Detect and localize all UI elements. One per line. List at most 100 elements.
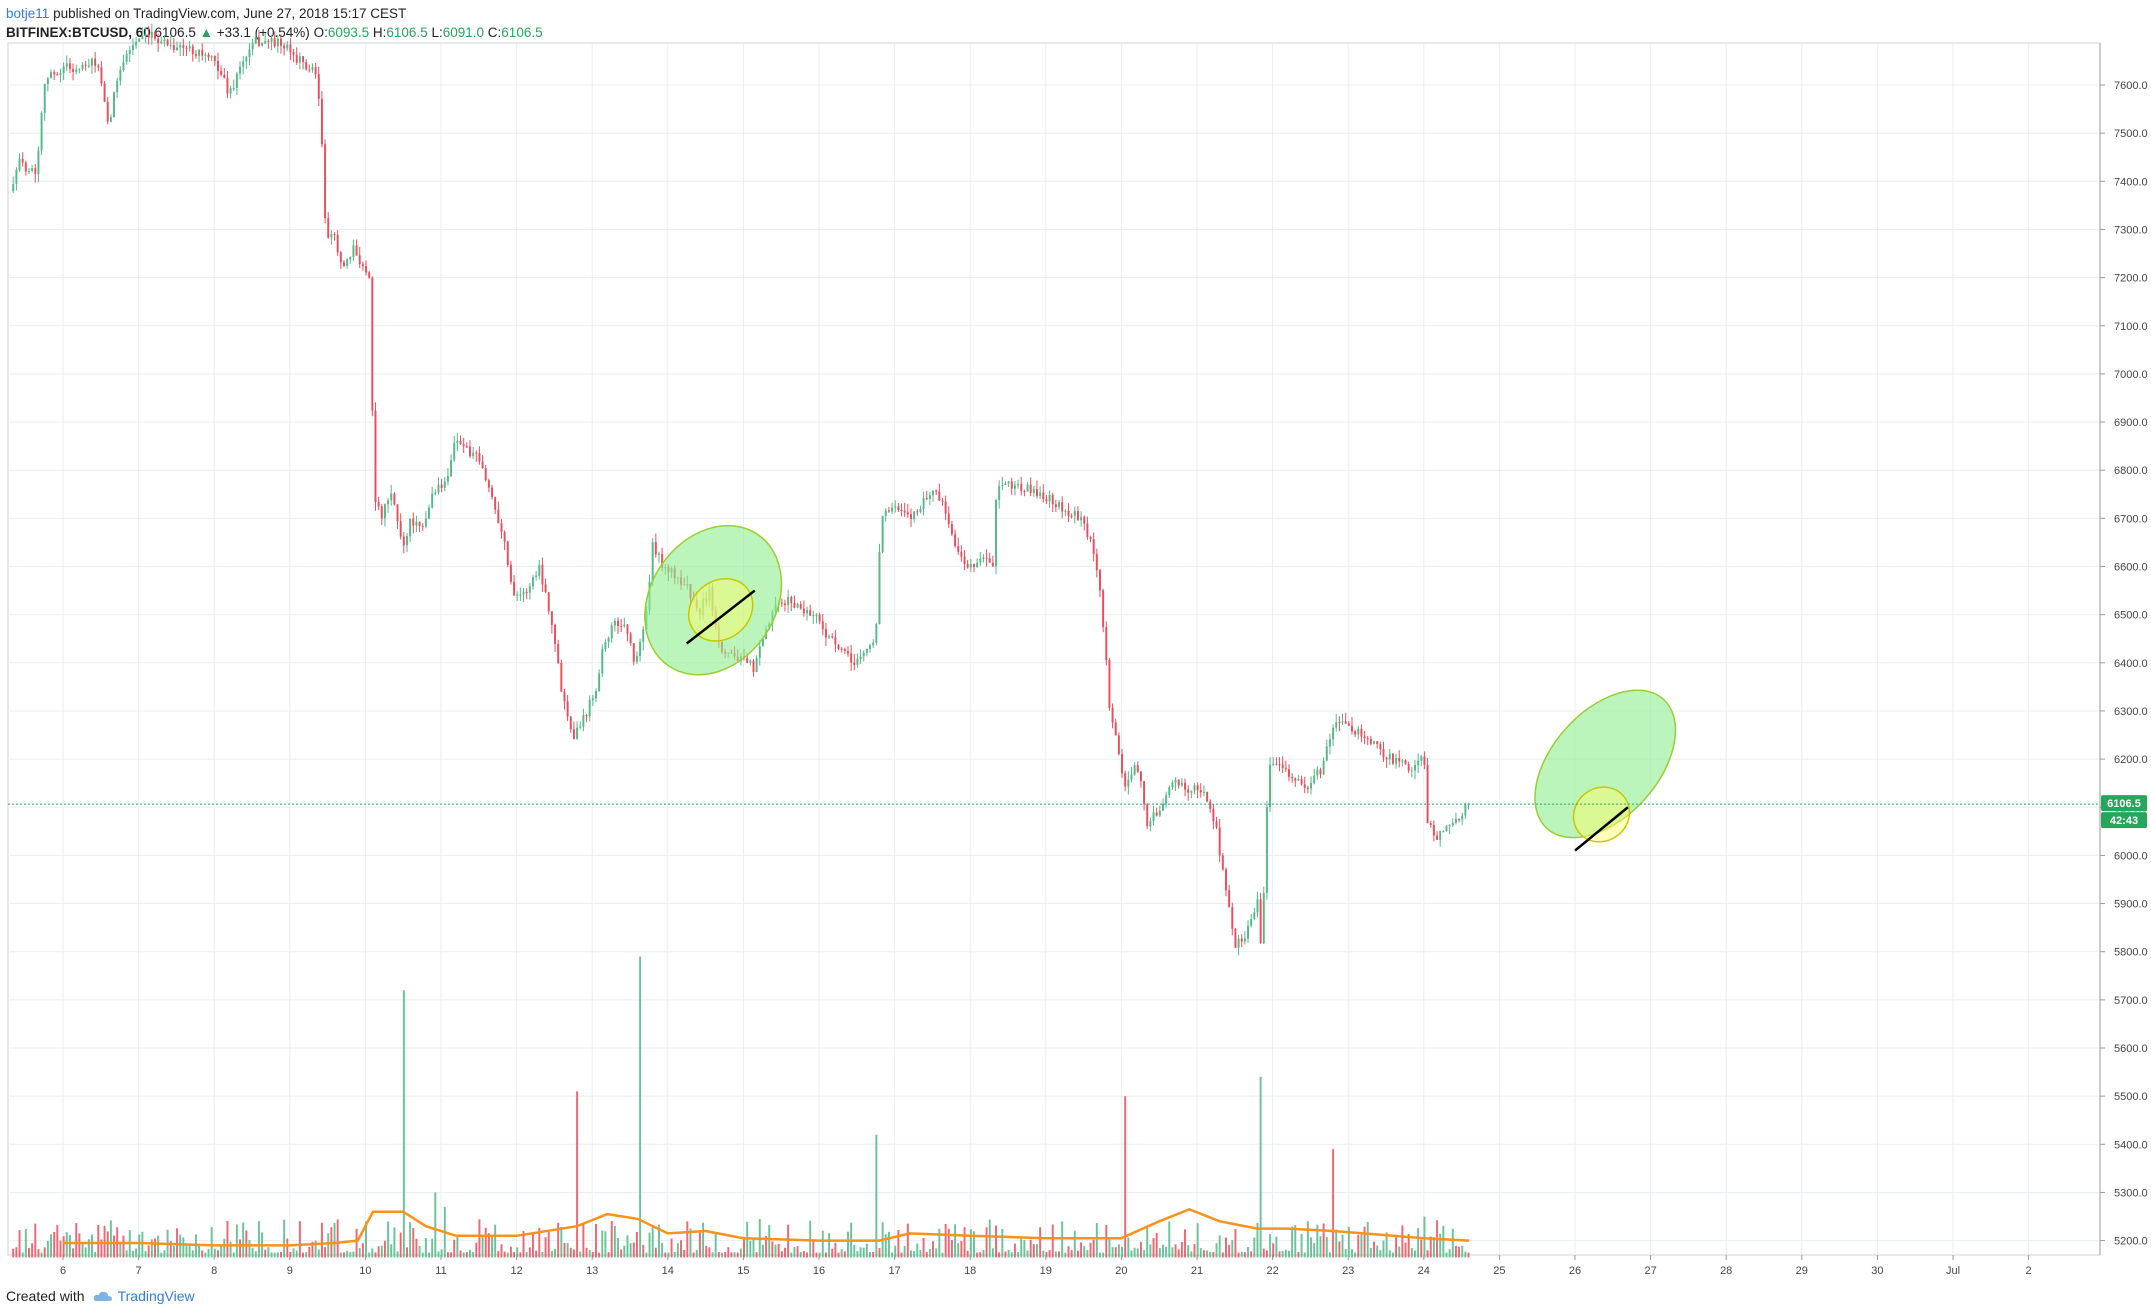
candle-body — [229, 88, 232, 94]
volume-bar — [1017, 1252, 1020, 1258]
volume-bar — [506, 1252, 509, 1258]
volume-bar — [947, 1228, 950, 1258]
candle-body — [1461, 815, 1464, 820]
volume-bar — [509, 1246, 512, 1258]
volume-bar — [1272, 1243, 1275, 1258]
volume-bar — [475, 1242, 478, 1258]
candle-body — [815, 614, 818, 616]
price-tick-label: 6200.0 — [2114, 754, 2148, 766]
candle-body — [1341, 721, 1344, 723]
candle-body — [787, 596, 790, 606]
time-tick-label: 11 — [435, 1265, 446, 1277]
candle-body — [547, 592, 550, 612]
candle-body — [289, 44, 292, 53]
volume-bar — [1401, 1225, 1404, 1258]
candle-body — [1202, 791, 1205, 793]
candle-body — [635, 655, 638, 662]
volume-bar — [453, 1239, 456, 1258]
candle-body — [352, 245, 355, 257]
candle-body — [1442, 831, 1445, 833]
volume-bar — [78, 1233, 81, 1258]
candle-body — [506, 541, 509, 565]
candle-body — [938, 491, 941, 501]
candle-body — [509, 564, 512, 582]
pattern-highlight-ellipse[interactable] — [617, 499, 810, 701]
volume-bar — [768, 1225, 771, 1258]
volume-bar — [103, 1225, 106, 1258]
time-tick-label: 19 — [1040, 1265, 1052, 1277]
price-chart[interactable]: 7600.0 7500.0 7400.0 7300.0 7200.0 7100.0 7000… — [0, 0, 2151, 1280]
candle-body — [494, 497, 497, 510]
volume-bar — [761, 1244, 764, 1258]
volume-bar — [1432, 1237, 1435, 1258]
volume-bar — [1158, 1248, 1161, 1258]
volume-bar — [1058, 1251, 1061, 1258]
volume-bar — [869, 1252, 872, 1258]
candle-body — [887, 510, 890, 512]
volume-bar — [1250, 1251, 1253, 1258]
candle-body — [897, 506, 900, 511]
volume-bar — [1240, 1251, 1243, 1258]
trendline[interactable] — [685, 589, 756, 645]
volume-bar — [645, 1252, 648, 1258]
tradingview-brand[interactable]: TradingView — [117, 1288, 195, 1304]
volume-bar — [446, 1252, 449, 1258]
volume-bar — [796, 1246, 799, 1258]
volume-bar — [1010, 1252, 1013, 1258]
volume-bar — [204, 1252, 207, 1258]
candle-body — [1212, 808, 1215, 822]
volume-bar — [396, 1251, 399, 1258]
volume-bar — [497, 1251, 500, 1258]
time-tick-label: 15 — [737, 1265, 749, 1277]
candle-body — [1108, 660, 1111, 708]
candle-body — [497, 509, 500, 524]
volume-bar — [1369, 1248, 1372, 1258]
volume-bar — [1045, 1252, 1048, 1258]
pattern-highlight-ellipse[interactable] — [1508, 664, 1703, 864]
author-link[interactable]: botje11 — [6, 6, 50, 21]
candle-body — [1045, 499, 1048, 502]
candle-body — [368, 272, 371, 278]
candle-body — [576, 727, 579, 740]
candle-body — [194, 54, 197, 56]
volume-bar — [1187, 1245, 1190, 1258]
volume-bar — [588, 1249, 591, 1258]
volume-bar — [670, 1238, 673, 1258]
candle-body — [12, 184, 15, 191]
breakout-highlight-ellipse[interactable] — [1563, 776, 1641, 853]
volume-bar — [308, 1246, 311, 1258]
volume-bar — [1171, 1247, 1174, 1258]
tradingview-logo[interactable]: TradingView — [93, 1288, 195, 1304]
volume-bar — [1281, 1250, 1284, 1258]
candle-body — [135, 41, 138, 46]
candle-body — [569, 716, 572, 730]
candle-body — [355, 245, 358, 256]
price-tick-label: 6700.0 — [2114, 513, 2148, 525]
volume-bar — [667, 1252, 670, 1258]
price-tick-label: 7500.0 — [2114, 128, 2148, 140]
volume-bar — [620, 1249, 623, 1258]
volume-bar — [557, 1222, 560, 1258]
candle-body — [1152, 812, 1155, 822]
candle-body — [1225, 869, 1227, 891]
candle-body — [790, 596, 793, 604]
trendline[interactable] — [1574, 806, 1629, 852]
candle-body — [1281, 764, 1284, 769]
volume-bar — [223, 1238, 226, 1258]
candle-body — [475, 452, 478, 454]
volume-bar — [1439, 1233, 1442, 1258]
candle-body — [1357, 728, 1360, 735]
volume-bar — [109, 1220, 112, 1258]
candle-body — [1369, 738, 1372, 744]
candle-body — [113, 92, 116, 118]
volume-bar — [932, 1241, 935, 1258]
candle-body — [53, 72, 56, 75]
volume-bar — [875, 1134, 878, 1258]
volume-bar — [254, 1251, 257, 1258]
candle-body — [1064, 510, 1067, 512]
volume-bar — [1149, 1244, 1152, 1258]
close-label: C: — [487, 25, 502, 40]
volume-bar — [702, 1222, 705, 1258]
breakout-highlight-ellipse[interactable] — [676, 566, 765, 654]
volume-bar — [1461, 1245, 1464, 1258]
